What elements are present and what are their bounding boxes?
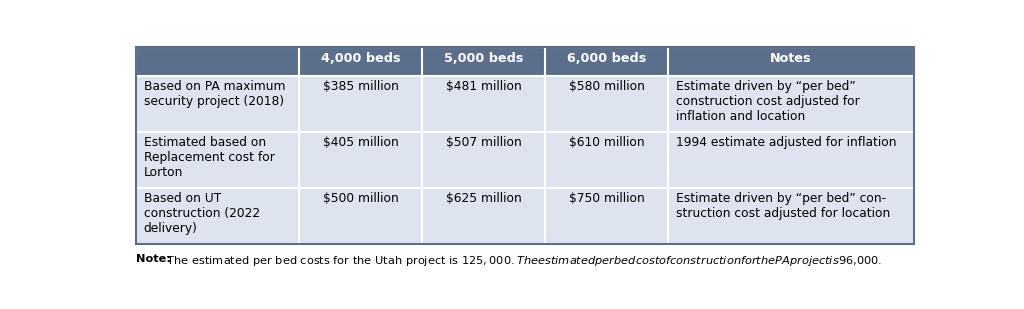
Text: 4,000 beds: 4,000 beds: [321, 52, 400, 65]
Text: Estimate driven by “per bed” con-
struction cost adjusted for location: Estimate driven by “per bed” con- struct…: [676, 192, 890, 220]
Text: $385 million: $385 million: [323, 80, 398, 93]
Text: Note:: Note:: [136, 254, 171, 264]
Bar: [545, 47, 668, 76]
Bar: [136, 47, 299, 76]
Text: The estimated per bed costs for the Utah project is $125,000. The estimated per : The estimated per bed costs for the Utah…: [163, 254, 883, 268]
Text: $750 million: $750 million: [568, 192, 644, 205]
Text: 6,000 beds: 6,000 beds: [567, 52, 646, 65]
Text: $500 million: $500 million: [323, 192, 398, 205]
Bar: [299, 132, 422, 188]
Bar: [299, 76, 422, 132]
Bar: [545, 132, 668, 188]
Text: Note:: Note:: [136, 254, 171, 264]
Bar: [668, 132, 913, 188]
Text: 5,000 beds: 5,000 beds: [443, 52, 523, 65]
Text: Notes: Notes: [770, 52, 812, 65]
Bar: [136, 76, 299, 132]
Bar: [422, 47, 545, 76]
Text: $580 million: $580 million: [568, 80, 644, 93]
Bar: [136, 47, 913, 244]
Bar: [668, 47, 913, 76]
Text: Estimate driven by “per bed”
construction cost adjusted for
inflation and locati: Estimate driven by “per bed” constructio…: [676, 80, 859, 123]
Bar: [422, 132, 545, 188]
Bar: [136, 132, 299, 188]
Text: $610 million: $610 million: [568, 136, 644, 149]
Bar: [668, 188, 913, 244]
Bar: [422, 188, 545, 244]
Bar: [545, 188, 668, 244]
Text: 1994 estimate adjusted for inflation: 1994 estimate adjusted for inflation: [676, 136, 896, 149]
Text: Estimated based on
Replacement cost for
Lorton: Estimated based on Replacement cost for …: [143, 136, 274, 179]
Bar: [136, 188, 299, 244]
Text: Based on UT
construction (2022
delivery): Based on UT construction (2022 delivery): [143, 192, 260, 235]
Bar: [668, 76, 913, 132]
Bar: [545, 76, 668, 132]
Bar: [299, 188, 422, 244]
Bar: [299, 47, 422, 76]
Text: $405 million: $405 million: [323, 136, 398, 149]
Text: Based on PA maximum
security project (2018): Based on PA maximum security project (20…: [143, 80, 286, 108]
Text: $625 million: $625 million: [445, 192, 521, 205]
Text: $481 million: $481 million: [445, 80, 521, 93]
Text: $507 million: $507 million: [445, 136, 521, 149]
Bar: [422, 76, 545, 132]
